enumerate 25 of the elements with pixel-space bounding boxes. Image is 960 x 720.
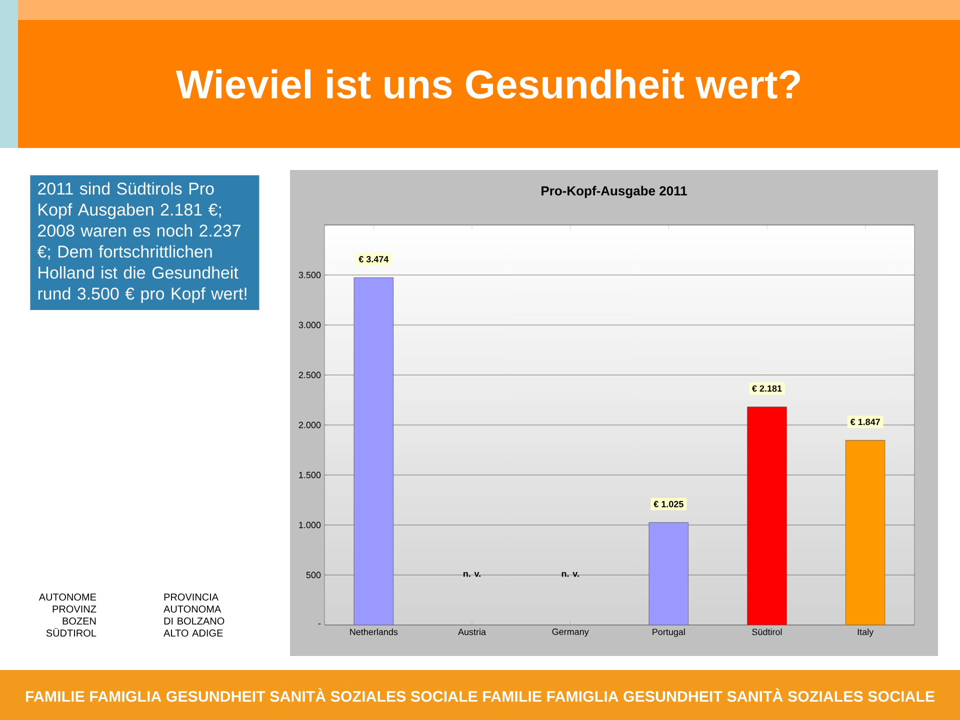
x-tick-label: Netherlands [350, 628, 398, 636]
data-label: € 3.474 [358, 256, 389, 262]
y-tick-label: 1.500 [299, 472, 321, 478]
x-tick-label: Portugal [652, 628, 685, 637]
x-tick-label: Italy [858, 628, 874, 637]
chart-title: Wieviel ist uns Gesundheit wert? [176, 69, 800, 99]
y-tick-label: 2.500 [298, 372, 321, 378]
text: n. v. [562, 572, 579, 577]
y-tick-label: 500 [306, 572, 321, 578]
y-tick-label: 2.000 [298, 422, 321, 428]
y-tick-label: 3.500 [298, 272, 321, 278]
y-tick-label: 1.000 [299, 522, 321, 528]
x-tick-label: Südtirol [752, 628, 782, 636]
data-label: € 2.181 [752, 385, 782, 392]
text: PROVINCIA AUTONOMA DI BOLZANO ALTO ADIGE [164, 594, 224, 637]
text: FAMILIE FAMIGLIA GESUNDHEIT SANITÀ SOZIALES SOCIALE FAMILIE FAMIGLIA GESUNDHEIT SANITÀ SOZIALES SOCIALE [26, 688, 934, 702]
x-tick-label: Germany [552, 628, 589, 637]
chart-subtitle: Pro-Kopf-Ausgabe 2011 [542, 186, 687, 198]
text: 2011 sind Südtirols Pro Kopf Ausgaben 2.181 €; 2008 waren es noch 2.237 €; Dem fortschrittlichen Holland ist die Gesundheit rund 3.500 € pro Kopf wert! [37, 182, 246, 304]
data-label: € 1.847 [850, 418, 880, 426]
y-tick-label: 3.000 [298, 322, 321, 328]
x-tick-label: Austria [458, 628, 486, 636]
data-label: € 1.025 [654, 500, 684, 508]
text: n. v. [464, 572, 480, 577]
text: AUTONOME PROVINZ BOZEN SÜDTIROL [38, 594, 96, 637]
